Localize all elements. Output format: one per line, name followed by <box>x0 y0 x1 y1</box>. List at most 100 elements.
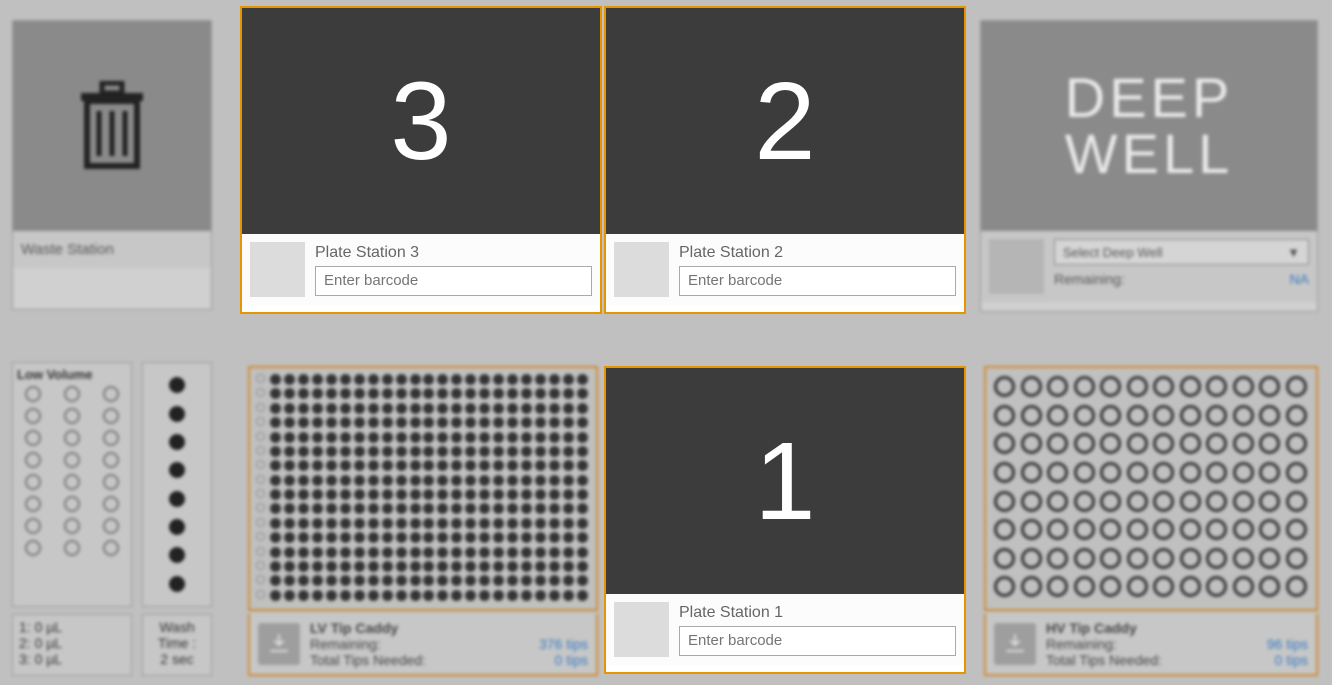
lv-circle <box>25 496 41 512</box>
lv-tip <box>396 575 407 586</box>
hv-tip <box>1180 548 1201 569</box>
hv-tip <box>994 433 1015 454</box>
lv-tip <box>270 518 281 529</box>
plate-1-barcode-input[interactable] <box>679 626 956 656</box>
lv-tip <box>396 446 407 457</box>
lv-tip <box>549 417 560 428</box>
lv-tip <box>298 460 309 471</box>
lv-tip <box>493 547 504 558</box>
lv-tip <box>326 518 337 529</box>
hv-tip <box>994 519 1015 540</box>
download-tips-icon[interactable] <box>994 623 1036 665</box>
lv-tip <box>563 403 574 414</box>
lv-tip <box>563 518 574 529</box>
lv-tip <box>535 460 546 471</box>
hv-tip <box>1180 576 1201 597</box>
lv-tip <box>437 403 448 414</box>
lv-circle <box>64 496 80 512</box>
lv-tip <box>382 460 393 471</box>
lv-tip <box>423 518 434 529</box>
lv-circle <box>25 518 41 534</box>
lv-tip <box>507 575 518 586</box>
lv-tip <box>549 532 560 543</box>
lv-tip <box>437 561 448 572</box>
lv-tip <box>535 403 546 414</box>
lv-tip <box>396 590 407 601</box>
lv-tip <box>284 374 295 385</box>
wash-values: Wash Time : 2 sec <box>142 614 212 676</box>
lv-circle <box>103 540 119 556</box>
lv-tip <box>354 432 365 443</box>
lv-tip <box>284 460 295 471</box>
lv-tip <box>577 374 588 385</box>
lv-caddy-remaining-label: Remaining: <box>310 636 381 652</box>
deep-well-title-1: DEEP <box>1065 70 1234 126</box>
lv-tip <box>354 561 365 572</box>
lv-tip <box>521 503 532 514</box>
plate-3-thumb[interactable] <box>250 242 305 297</box>
lv-tip <box>479 432 490 443</box>
lv-tip <box>549 575 560 586</box>
lv-tip <box>493 475 504 486</box>
lv-tip <box>465 561 476 572</box>
lv-tip <box>493 575 504 586</box>
lv-tip <box>423 432 434 443</box>
plate-2-thumb[interactable] <box>614 242 669 297</box>
lv-tip <box>465 460 476 471</box>
lv-tip <box>382 503 393 514</box>
lv-tip <box>479 561 490 572</box>
lv-tip <box>423 475 434 486</box>
lv-tip <box>284 561 295 572</box>
wash-dot <box>169 462 185 478</box>
lv-tip <box>326 532 337 543</box>
lv-tip <box>256 518 265 527</box>
plate-station-1-card[interactable]: 1 Plate Station 1 <box>604 366 966 674</box>
plate-1-thumb[interactable] <box>614 602 669 657</box>
lv-tip <box>465 374 476 385</box>
plate-station-2-card[interactable]: 2 Plate Station 2 <box>604 6 966 314</box>
hv-tip <box>1286 462 1307 483</box>
lv-tip <box>437 460 448 471</box>
lv-tip <box>270 503 281 514</box>
lv-tip <box>368 532 379 543</box>
lv-tip <box>298 446 309 457</box>
lv-tip <box>577 561 588 572</box>
plate-2-barcode-input[interactable] <box>679 266 956 296</box>
hv-tip-caddy-panel[interactable] <box>984 366 1318 611</box>
lv-tip <box>312 403 323 414</box>
deep-well-thumb[interactable] <box>989 239 1044 294</box>
lv-tip <box>465 518 476 529</box>
wash-time-label: Time : <box>149 635 205 651</box>
lv-tip <box>326 547 337 558</box>
lv-tip <box>312 547 323 558</box>
lv-tip <box>368 503 379 514</box>
lv-tip <box>479 417 490 428</box>
lv-tip <box>382 403 393 414</box>
lv-tip <box>256 561 265 570</box>
lv-tip <box>326 403 337 414</box>
lv-tip <box>410 518 421 529</box>
wash-dot <box>169 406 185 422</box>
deep-well-select[interactable]: Select Deep Well ▼ <box>1054 239 1309 265</box>
lv-tip <box>270 532 281 543</box>
lv-tip-caddy-panel[interactable] <box>248 366 598 611</box>
lv-tip <box>368 590 379 601</box>
lv-tip <box>535 518 546 529</box>
lv-tip <box>465 590 476 601</box>
lv-tip <box>410 374 421 385</box>
lv-tip <box>465 489 476 500</box>
hv-tip <box>1074 376 1095 397</box>
plate-station-3-card[interactable]: 3 Plate Station 3 <box>240 6 602 314</box>
hv-tip <box>1206 519 1227 540</box>
download-tips-icon[interactable] <box>258 623 300 665</box>
plate-3-barcode-input[interactable] <box>315 266 592 296</box>
lv-tip <box>326 590 337 601</box>
lv-tip <box>340 532 351 543</box>
hv-caddy-remaining-value: 96 <box>1267 636 1283 652</box>
lv-tip <box>423 590 434 601</box>
lv-tip <box>284 489 295 500</box>
lv-circle <box>103 430 119 446</box>
lv-tip <box>577 417 588 428</box>
hv-tip <box>1286 376 1307 397</box>
deep-well-preview: DEEP WELL <box>981 21 1317 231</box>
